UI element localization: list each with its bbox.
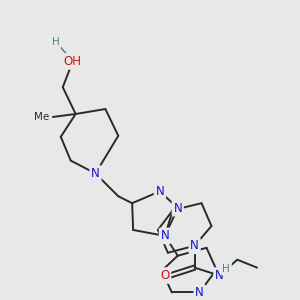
Text: N: N [160, 230, 169, 242]
Text: N: N [215, 269, 224, 282]
Text: N: N [190, 239, 199, 252]
Text: O: O [160, 269, 170, 282]
Text: OH: OH [64, 55, 82, 68]
Text: H: H [222, 264, 230, 274]
Text: Me: Me [34, 112, 49, 122]
Text: N: N [155, 185, 164, 198]
Text: N: N [195, 286, 204, 299]
Text: N: N [91, 167, 100, 180]
Text: H: H [52, 37, 60, 46]
Text: N: N [173, 202, 182, 214]
